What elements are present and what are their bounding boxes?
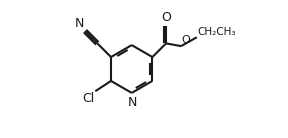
Text: N: N <box>128 96 137 109</box>
Text: Cl: Cl <box>82 92 94 105</box>
Text: CH₂CH₃: CH₂CH₃ <box>198 26 236 37</box>
Text: O: O <box>182 35 191 45</box>
Text: N: N <box>75 17 84 30</box>
Text: O: O <box>161 11 171 24</box>
